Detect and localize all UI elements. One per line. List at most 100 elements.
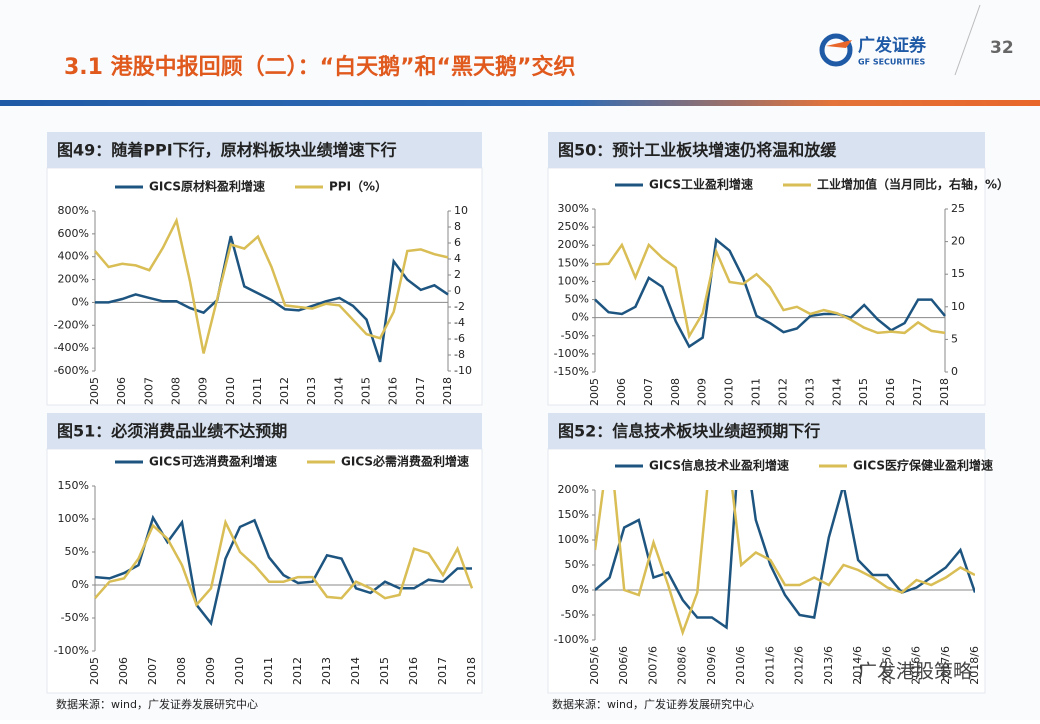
x-tick-label: 2012 — [776, 378, 789, 406]
y-tick-label: -100% — [54, 644, 89, 657]
x-tick-label: 2013 — [320, 657, 333, 685]
panel-title: 图50：预计工业板块增速仍将温和放缓 — [558, 141, 837, 160]
y2-tick-label: 2 — [454, 268, 461, 281]
x-tick-label: 2008 — [175, 657, 188, 685]
x-tick-label: 2009 — [197, 377, 210, 405]
y-tick-label: 200% — [58, 273, 89, 286]
series-line — [94, 216, 449, 354]
x-tick-label: 2007 — [642, 378, 655, 406]
y2-tick-label: -6 — [454, 332, 465, 345]
y-tick-label: -200% — [54, 318, 89, 331]
y2-tick-label: -4 — [454, 316, 465, 329]
y-tick-label: 0% — [72, 578, 89, 591]
y2-tick-label: 8 — [454, 220, 461, 233]
x-tick-label: 2015/6 — [880, 646, 893, 685]
y-tick-label: -50% — [61, 611, 89, 624]
x-tick-label: 2013 — [803, 378, 816, 406]
legend-label: GICS医疗保健业盈利增速 — [853, 458, 993, 473]
x-tick-label: 2006 — [115, 377, 128, 405]
legend-label: PPI（%） — [329, 179, 387, 194]
y2-tick-label: -2 — [454, 300, 465, 313]
x-tick-label: 2014 — [332, 377, 345, 405]
x-tick-label: 2016 — [387, 377, 400, 405]
y2-tick-label: 25 — [951, 202, 965, 215]
x-tick-label: 2007 — [142, 377, 155, 405]
x-tick-label: 2005 — [88, 657, 101, 685]
panel-title: 图51：必须消费品业绩不达预期 — [57, 422, 287, 441]
y-tick-label: -400% — [54, 341, 89, 354]
y2-tick-label: 4 — [454, 252, 461, 265]
series-line — [95, 235, 449, 363]
y2-tick-label: -8 — [454, 348, 465, 361]
y-tick-label: 100% — [558, 533, 589, 546]
x-tick-label: 2016/6 — [910, 646, 923, 685]
x-tick-label: 2017/6 — [939, 646, 952, 685]
x-tick-label: 2010 — [723, 378, 736, 406]
logo-accent — [826, 40, 852, 48]
y-tick-label: 400% — [58, 250, 89, 263]
x-tick-label: 2006/6 — [617, 646, 630, 685]
x-tick-label: 2016 — [884, 378, 897, 406]
divider — [954, 4, 981, 76]
y-tick-label: -50% — [561, 608, 589, 621]
y2-tick-label: 6 — [454, 236, 461, 249]
y-tick-label: -100% — [554, 633, 589, 646]
plot-lines — [595, 490, 975, 637]
panel — [547, 167, 986, 406]
x-tick-label: 2007 — [146, 657, 159, 685]
logo: 广发证券 GF SECURITIES — [819, 33, 927, 67]
page-number: 32 — [990, 38, 1014, 58]
y2-tick-label: 10 — [454, 204, 468, 217]
x-tick-label: 2008 — [669, 378, 682, 406]
y-tick-label: -50% — [561, 329, 589, 342]
y-tick-label: 100% — [58, 512, 89, 525]
x-tick-label: 2014 — [830, 378, 843, 406]
y-tick-label: -600% — [54, 364, 89, 377]
y-tick-label: 600% — [58, 227, 89, 240]
logo-cn: 广发证券 — [858, 35, 927, 56]
y-tick-label: 0% — [572, 583, 589, 596]
x-tick-label: 2015 — [360, 377, 373, 405]
watermark: 广发港股策略 — [858, 661, 972, 683]
panel-title-bg — [548, 132, 985, 168]
x-tick-label: 2013 — [305, 377, 318, 405]
y-tick-label: 200% — [558, 483, 589, 496]
x-tick-label: 2018/6 — [968, 646, 981, 685]
slide-title: 3.1 港股中报回顾（二）：“白天鹅”和“黑天鹅”交织 — [64, 54, 575, 80]
y-tick-label: 150% — [58, 479, 89, 492]
x-tick-label: 2008/6 — [676, 646, 689, 685]
y-tick-label: 50% — [65, 545, 89, 558]
panel — [547, 448, 986, 694]
legend-label: GICS必需消费盈利增速 — [341, 454, 469, 469]
y-tick-label: 0% — [572, 311, 589, 324]
x-tick-label: 2005 — [88, 377, 101, 405]
legend-label: GICS原材料盈利增速 — [149, 179, 265, 194]
x-tick-label: 2017 — [414, 377, 427, 405]
y-tick-label: 100% — [558, 274, 589, 287]
y-tick-label: 50% — [565, 558, 589, 571]
x-tick-label: 2010/6 — [734, 646, 747, 685]
y-tick-label: -100% — [554, 347, 589, 360]
y-tick-label: 200% — [558, 238, 589, 251]
x-tick-label: 2009 — [696, 378, 709, 406]
y2-tick-label: 0 — [951, 365, 958, 378]
series-line — [594, 237, 946, 349]
y2-tick-label: -10 — [454, 364, 472, 377]
x-tick-label: 2006 — [117, 657, 130, 685]
x-tick-label: 2017 — [911, 378, 924, 406]
panel-title-bg — [47, 413, 482, 449]
series-line — [594, 242, 946, 340]
x-tick-label: 2013/6 — [822, 646, 835, 685]
plot-lines — [594, 237, 946, 349]
y2-tick-label: 10 — [951, 300, 965, 313]
x-tick-label: 2008 — [169, 377, 182, 405]
header-band — [0, 100, 1040, 106]
x-tick-label: 2011 — [251, 377, 264, 405]
panel-title: 图52：信息技术板块业绩超预期下行 — [558, 422, 820, 441]
y-tick-label: 0% — [72, 295, 89, 308]
x-tick-label: 2009/6 — [705, 646, 718, 685]
y2-tick-label: 5 — [951, 332, 958, 345]
legend-label: 工业增加值（当月同比，右轴，%） — [817, 177, 1009, 192]
x-tick-label: 2014 — [349, 657, 362, 685]
y2-tick-label: 0 — [454, 284, 461, 297]
